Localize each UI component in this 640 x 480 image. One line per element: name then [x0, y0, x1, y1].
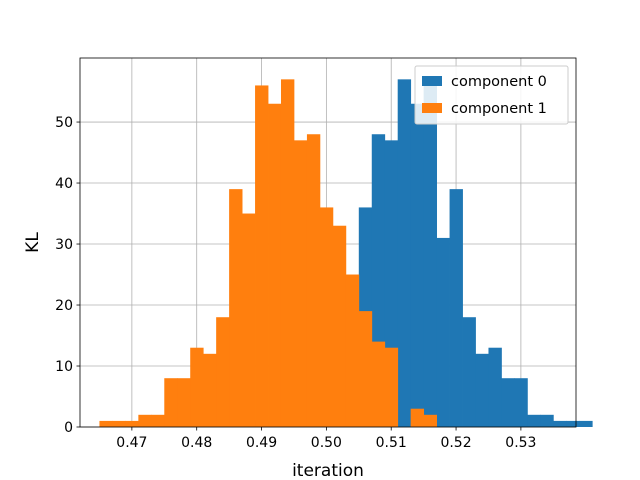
y-tick-label: 10 — [55, 359, 73, 375]
bar-series-1 — [384, 347, 399, 427]
x-tick-label: 0.51 — [376, 435, 407, 451]
bar-series-1 — [345, 274, 360, 427]
bar-series-0 — [566, 420, 580, 427]
bar-series-0 — [449, 189, 463, 427]
legend-label: component 1 — [451, 101, 547, 117]
x-tick-label: 0.50 — [311, 435, 342, 451]
bar-series-0 — [553, 420, 567, 427]
bar-series-1 — [164, 378, 178, 427]
bar-series-1 — [216, 317, 230, 427]
bar-series-0 — [475, 353, 489, 427]
bar-series-1 — [268, 103, 282, 427]
bar-series-1 — [255, 85, 269, 427]
bar-series-0 — [462, 317, 476, 427]
bar-series-1 — [423, 414, 438, 427]
plot-frame — [79, 57, 577, 428]
bar-series-1 — [112, 420, 126, 427]
bar-series-0 — [540, 414, 554, 427]
bar-series-1 — [319, 207, 334, 427]
x-tick-label: 0.47 — [116, 435, 147, 451]
bar-series-1 — [371, 341, 386, 427]
y-tick-label: 20 — [55, 298, 73, 314]
bar-series-1 — [242, 213, 256, 427]
bar-series-1 — [99, 420, 113, 427]
legend: component 0 component 1 — [414, 65, 569, 125]
bar-series-0 — [579, 420, 593, 427]
y-tick-label: 30 — [55, 237, 73, 253]
bar-series-1 — [138, 414, 152, 427]
bar-series-1 — [125, 420, 139, 427]
bar-series-0 — [527, 414, 541, 427]
bar-series-1 — [358, 311, 373, 427]
legend-swatch — [422, 103, 442, 113]
bar-series-1 — [293, 140, 308, 427]
bars-layer — [99, 79, 593, 427]
bar-series-0 — [488, 347, 502, 427]
x-tick-label: 0.49 — [246, 435, 277, 451]
legend-swatch — [422, 76, 442, 86]
y-tick-label: 40 — [55, 176, 73, 192]
bar-series-1 — [306, 134, 321, 427]
y-axis-label: KL — [23, 232, 43, 253]
x-tick-label: 0.48 — [181, 435, 212, 451]
bar-series-0 — [514, 378, 528, 427]
bar-series-1 — [190, 347, 204, 427]
ticks-layer: 0.47 0.48 0.49 0.50 0.51 0.52 0.53 0 10 20 30 40 50 — [55, 115, 536, 451]
bar-series-0 — [423, 79, 438, 427]
bar-series-1 — [280, 79, 295, 427]
bar-series-1 — [177, 378, 191, 427]
x-tick-label: 0.52 — [440, 435, 471, 451]
x-axis-label: iteration — [292, 461, 364, 480]
bar-series-0 — [436, 237, 450, 427]
legend-label: component 0 — [451, 74, 547, 90]
y-tick-label: 50 — [55, 115, 73, 131]
x-tick-label: 0.53 — [505, 435, 536, 451]
bar-series-1 — [332, 225, 347, 427]
legend-box — [414, 65, 569, 125]
bar-series-0 — [397, 79, 412, 427]
bar-series-1 — [229, 189, 243, 427]
bar-series-0 — [501, 378, 515, 427]
bar-series-1 — [203, 353, 217, 427]
bar-series-1 — [410, 408, 425, 427]
bar-series-0 — [410, 103, 425, 427]
bar-series-1 — [151, 414, 165, 427]
y-tick-label: 0 — [64, 420, 73, 436]
